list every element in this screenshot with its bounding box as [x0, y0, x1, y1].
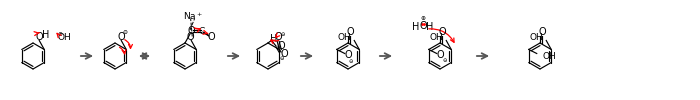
Text: OH: OH [57, 32, 71, 42]
Text: $^{\ominus}$: $^{\ominus}$ [57, 32, 63, 40]
Text: OH: OH [430, 33, 443, 42]
Text: O: O [36, 32, 43, 42]
Text: C: C [199, 26, 205, 36]
Text: $^{\ominus}$: $^{\ominus}$ [280, 31, 286, 40]
Text: H: H [41, 30, 49, 40]
Text: OH: OH [337, 33, 351, 42]
Text: O: O [207, 32, 215, 42]
Text: O: O [438, 27, 446, 37]
Text: H: H [412, 22, 420, 32]
Text: $^{\ominus}$: $^{\ominus}$ [122, 29, 129, 38]
Text: $^{\oplus}$: $^{\oplus}$ [420, 16, 426, 24]
Text: O: O [186, 32, 194, 42]
Text: H: H [426, 22, 434, 32]
Text: $^{\ominus}$: $^{\ominus}$ [442, 57, 448, 66]
Text: O: O [419, 21, 427, 31]
Text: O: O [346, 27, 354, 37]
Text: Na$^+$: Na$^+$ [183, 11, 203, 22]
Text: O: O [118, 32, 125, 42]
Text: OH: OH [529, 33, 543, 42]
Text: O: O [274, 32, 282, 42]
Text: OH: OH [542, 52, 556, 61]
Text: $^{\ominus}$: $^{\ominus}$ [348, 58, 354, 67]
Text: O: O [187, 26, 195, 36]
Text: O: O [277, 41, 285, 51]
Text: H: H [270, 34, 278, 44]
Text: $^{\ominus}$: $^{\ominus}$ [279, 56, 285, 64]
Text: O: O [538, 27, 546, 37]
Text: O: O [345, 50, 353, 60]
Text: O: O [437, 50, 444, 60]
Text: O: O [280, 49, 288, 59]
